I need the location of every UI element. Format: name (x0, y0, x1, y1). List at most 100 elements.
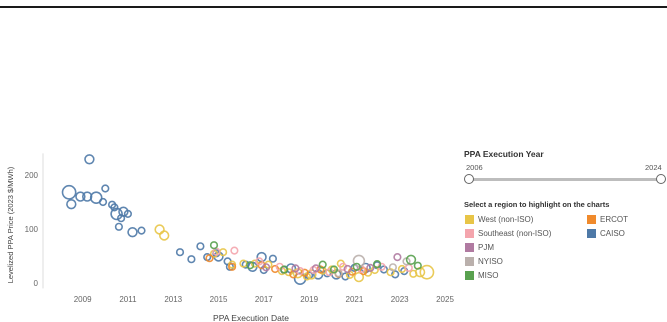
data-point[interactable] (291, 264, 300, 273)
data-point[interactable] (413, 261, 422, 270)
data-point[interactable] (366, 263, 375, 273)
legend-label: MISO (478, 271, 499, 280)
legend-label: West (non-ISO) (478, 215, 534, 224)
slider-handle-start[interactable] (464, 174, 474, 184)
data-point[interactable] (209, 249, 219, 258)
legend-label: PJM (478, 243, 494, 252)
x-tick-label: 2011 (119, 295, 137, 304)
data-point[interactable] (405, 254, 417, 265)
data-point[interactable] (311, 264, 321, 273)
data-point[interactable] (110, 207, 123, 221)
data-point[interactable] (114, 222, 123, 231)
y-tick-label: 100 (25, 225, 39, 234)
data-point[interactable] (352, 262, 361, 271)
legend-swatch (587, 215, 596, 224)
data-point[interactable] (255, 257, 264, 266)
data-point[interactable] (230, 246, 239, 255)
x-tick-labels: 2009 2011 2013 2015 2017 2019 2021 2023 2025 (74, 295, 455, 304)
x-tick-label: 2009 (74, 295, 92, 304)
data-point[interactable] (196, 242, 205, 251)
data-point[interactable] (373, 260, 382, 269)
top-divider (0, 6, 667, 8)
data-point[interactable] (280, 265, 289, 274)
data-point[interactable] (300, 268, 309, 277)
y-axis-label: Levelized PPA Price (2023 $/MWh) (6, 166, 15, 283)
x-tick-label: 2019 (300, 295, 318, 304)
legend-item[interactable]: ERCOT (587, 214, 628, 225)
slider-handle-end[interactable] (656, 174, 666, 184)
data-point[interactable] (101, 184, 110, 193)
data-point[interactable] (123, 209, 132, 218)
x-tick-label: 2015 (210, 295, 228, 304)
data-point[interactable] (329, 265, 339, 274)
data-point[interactable] (262, 263, 271, 272)
legend-label: NYISO (478, 257, 503, 266)
data-point[interactable] (175, 248, 185, 257)
y-tick-label: 200 (25, 171, 39, 180)
legend-item[interactable]: West (non-ISO) (465, 214, 533, 225)
legend-label: Southeast (non-ISO) (478, 229, 552, 238)
data-point[interactable] (127, 227, 138, 238)
data-point[interactable] (352, 254, 366, 268)
data-point[interactable] (339, 262, 348, 271)
data-points (61, 154, 435, 286)
x-tick-label: 2021 (346, 295, 364, 304)
slider-max-label: 2024 (645, 163, 662, 172)
x-tick-label: 2013 (164, 295, 182, 304)
data-point[interactable] (98, 197, 108, 207)
x-tick-label: 2025 (436, 295, 454, 304)
data-point[interactable] (75, 191, 86, 202)
region-legend: West (non-ISO) ERCOT Southeast (non-ISO) CA… (465, 214, 665, 284)
data-point[interactable] (318, 260, 327, 269)
data-point[interactable] (341, 272, 350, 281)
legend-label: CAISO (600, 229, 625, 238)
data-point[interactable] (187, 255, 196, 264)
data-point[interactable] (118, 206, 129, 217)
legend-item[interactable]: NYISO (465, 256, 503, 267)
legend-swatch (465, 257, 474, 266)
data-point[interactable] (137, 226, 146, 235)
data-point[interactable] (343, 264, 352, 274)
legend-item[interactable]: CAISO (587, 228, 625, 239)
legend-swatch (465, 243, 474, 252)
data-point[interactable] (359, 267, 368, 276)
legend-swatch (465, 271, 474, 280)
scatter-chart: 0 100 200 2009 2011 2013 2015 2017 2019 2021 2023… (6, 153, 455, 322)
data-point[interactable] (391, 270, 400, 279)
x-tick-label: 2023 (391, 295, 409, 304)
slider-min-label: 2006 (466, 163, 483, 172)
data-point[interactable] (228, 262, 237, 271)
legend-item[interactable]: Southeast (non-ISO) (465, 228, 551, 239)
legend-title: Select a region to highlight on the char… (464, 200, 610, 209)
y-tick-labels: 0 100 200 (25, 171, 39, 288)
data-point[interactable] (388, 263, 398, 272)
data-point[interactable] (61, 184, 77, 200)
year-range-slider[interactable] (464, 174, 666, 185)
legend-label: ERCOT (600, 215, 628, 224)
data-point[interactable] (89, 191, 103, 204)
data-point[interactable] (66, 199, 77, 210)
data-point[interactable] (159, 230, 170, 241)
data-point[interactable] (293, 272, 307, 286)
legend-item[interactable]: MISO (465, 270, 498, 281)
data-point[interactable] (419, 264, 435, 280)
data-point[interactable] (84, 154, 95, 165)
data-point[interactable] (246, 261, 255, 270)
legend-item[interactable]: PJM (465, 242, 494, 253)
x-tick-label: 2017 (255, 295, 273, 304)
legend-swatch (587, 229, 596, 238)
x-axis-label: PPA Execution Date (213, 313, 289, 322)
data-point[interactable] (110, 203, 119, 212)
slider-title: PPA Execution Year (464, 149, 544, 159)
data-point[interactable] (209, 241, 219, 250)
data-point[interactable] (154, 224, 165, 235)
data-point[interactable] (353, 271, 365, 283)
data-point[interactable] (205, 254, 214, 263)
slider-track[interactable] (468, 178, 662, 181)
legend-swatch (465, 229, 474, 238)
data-point[interactable] (268, 254, 278, 263)
data-point[interactable] (271, 264, 280, 274)
y-tick-label: 0 (34, 279, 39, 288)
legend-swatch (465, 215, 474, 224)
data-point[interactable] (393, 253, 402, 262)
